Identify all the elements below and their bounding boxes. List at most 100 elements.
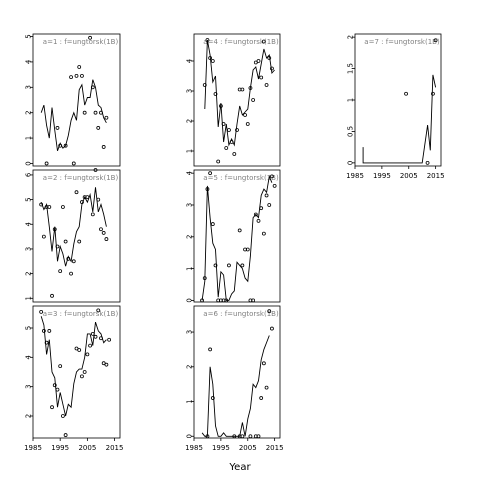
data-point <box>93 168 98 172</box>
x-tick-label: 1985 <box>346 172 364 180</box>
data-point <box>213 263 218 268</box>
data-point <box>96 126 101 130</box>
data-point <box>39 202 44 207</box>
panel-2: a=4 : f=ungtorsk(1B) 1 2 3 4 <box>186 33 281 167</box>
data-point <box>245 247 250 252</box>
data-point <box>240 434 245 439</box>
data-point <box>272 184 277 188</box>
data-point <box>433 38 438 43</box>
data-point <box>99 110 103 115</box>
data-point <box>85 352 90 357</box>
data-point <box>251 298 256 303</box>
data-point <box>270 174 274 179</box>
data-point <box>210 59 215 63</box>
y-tick-label: 0.5 <box>347 126 355 137</box>
data-point <box>80 73 84 78</box>
data-point <box>107 337 112 342</box>
data-point <box>259 396 264 400</box>
panel-frame <box>32 33 121 167</box>
data-point <box>202 83 207 87</box>
data-point <box>240 263 245 268</box>
data-point <box>55 244 60 249</box>
data-point <box>221 122 226 126</box>
data-point <box>47 329 52 333</box>
data-point <box>90 85 95 90</box>
data-point <box>96 197 101 202</box>
data-point <box>259 206 264 211</box>
y-tick-label: 5 <box>25 34 33 38</box>
data-point <box>69 75 73 80</box>
panel-label: a=5 : f=ungtorsk(1B) <box>203 174 279 182</box>
y-tick-label: 2 <box>186 235 194 239</box>
data-point <box>232 152 237 156</box>
y-tick-label: 1 <box>186 399 194 403</box>
panel-5: a=5 : f=ungtorsk(1B) 0 1 2 3 4 <box>186 169 281 303</box>
data-point <box>104 237 109 241</box>
data-point <box>71 161 76 166</box>
y-tick-label: 4 <box>25 59 33 64</box>
y-tick-label: 5 <box>25 326 33 330</box>
y-tick-label: 2 <box>186 365 194 369</box>
data-point <box>61 205 65 209</box>
x-tick-label: 2005 <box>78 444 96 452</box>
data-point <box>210 396 215 400</box>
panel-6: a=3 : f=ungtorsk(1B) 2 3 4 5 1985 1995 2005 2015 <box>24 305 123 452</box>
y-tick-label: 0 <box>347 161 355 165</box>
y-tick-label: 1 <box>186 149 194 153</box>
data-point <box>93 334 98 339</box>
data-point <box>261 39 266 44</box>
x-tick-label: 2005 <box>400 172 418 180</box>
data-point <box>58 143 63 148</box>
data-point <box>41 234 46 239</box>
x-axis-label: Year <box>228 462 251 473</box>
y-tick-label: 0 <box>25 161 33 165</box>
data-point <box>248 86 253 90</box>
y-tick-label: 1.5 <box>347 63 355 74</box>
panel-label: a=2 : f=ungtorsk(1B) <box>43 174 119 182</box>
data-point <box>261 361 266 366</box>
data-point <box>99 336 103 341</box>
data-point <box>55 387 60 392</box>
data-point <box>63 433 68 437</box>
data-point <box>71 259 76 264</box>
data-point <box>104 362 109 367</box>
data-point <box>240 87 245 92</box>
data-point <box>90 212 95 217</box>
y-tick-label: 4 <box>25 222 33 227</box>
data-point <box>253 212 258 217</box>
data-point <box>82 370 87 374</box>
data-point <box>77 239 82 244</box>
data-point <box>256 434 261 439</box>
data-point <box>205 187 210 191</box>
panel-frame <box>354 33 442 167</box>
y-tick-label: 3 <box>186 203 194 207</box>
data-point <box>58 364 63 369</box>
data-point <box>82 110 87 115</box>
panel-3: a=7 : f=ungtorsk(1B) 0 0.5 1 1.5 2 1985 1995 200… <box>346 33 445 180</box>
data-point <box>39 309 44 314</box>
data-point <box>213 92 218 96</box>
data-point <box>52 383 57 388</box>
data-point <box>96 308 101 313</box>
data-point <box>224 146 229 150</box>
data-point <box>80 200 84 204</box>
y-tick-label: 4 <box>186 170 194 175</box>
data-point <box>261 231 266 236</box>
y-tick-label: 3 <box>186 330 194 334</box>
panel-frame <box>32 305 121 439</box>
fitted-line <box>40 316 107 417</box>
x-tick-label: 2015 <box>266 444 284 452</box>
data-point <box>44 340 49 345</box>
data-point <box>218 104 223 108</box>
y-tick-label: 4 <box>25 355 33 360</box>
data-point <box>267 56 272 60</box>
data-point <box>202 276 207 281</box>
x-tick-label: 1985 <box>24 444 42 452</box>
data-point <box>88 343 92 348</box>
panel-frame <box>193 305 281 439</box>
data-point <box>216 159 221 164</box>
data-point <box>267 309 272 314</box>
y-tick-label: 3 <box>25 247 33 251</box>
data-point <box>77 65 82 69</box>
data-point <box>63 239 68 244</box>
